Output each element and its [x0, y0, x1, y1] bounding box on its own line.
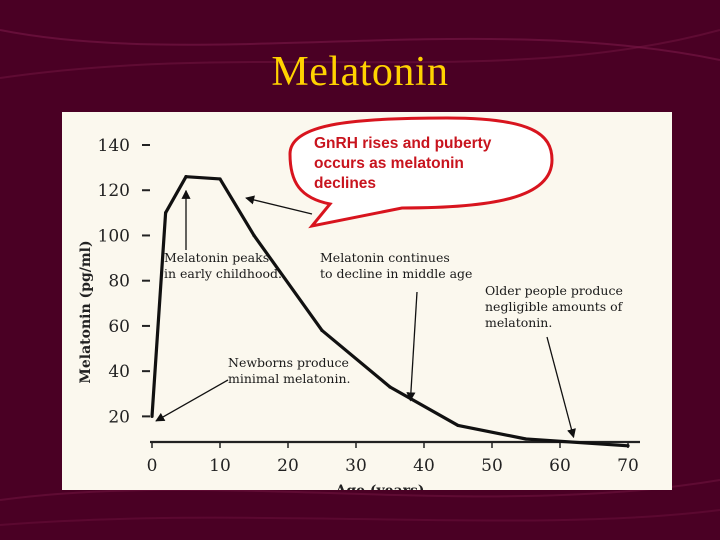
- annotation-newborn: Newborns produce minimal melatonin.: [228, 355, 351, 386]
- data-point: [320, 328, 324, 333]
- x-tick-label: 0: [147, 456, 158, 476]
- x-tick-label: 40: [413, 456, 435, 476]
- annotation-decline: Melatonin continues to decline in middle …: [320, 250, 472, 281]
- annotation-line: to decline in middle age: [320, 266, 472, 281]
- x-tick-label: 20: [277, 456, 299, 476]
- y-tick-label: 140: [98, 136, 130, 156]
- x-axis-label: Age (years): [334, 483, 424, 490]
- chart-panel: 20 40 60 80 100 120 140 0 10 20 30 40 50 60 70 Age (yea…: [62, 112, 672, 490]
- x-tick-label: 70: [617, 456, 639, 476]
- data-point: [164, 211, 168, 215]
- annotation-line: minimal melatonin.: [228, 371, 351, 386]
- data-point: [218, 177, 222, 181]
- annotation-line: negligible amounts of: [485, 299, 624, 314]
- annotation-older: Older people produce negligible amounts o…: [485, 283, 624, 330]
- data-point: [184, 175, 188, 179]
- callout-bubble: [288, 116, 554, 229]
- y-tick-label: 80: [108, 272, 130, 292]
- annotation-line: Older people produce: [485, 283, 623, 298]
- annotation-line: Newborns produce: [228, 355, 349, 370]
- annotation-arrow-decline: [406, 291, 418, 402]
- annotation-line: Melatonin continues: [320, 250, 450, 265]
- series-line: [150, 175, 629, 448]
- annotation-line: in early childhood.: [164, 266, 282, 281]
- x-tick-label: 50: [481, 456, 503, 476]
- x-tick-label: 10: [209, 456, 231, 476]
- x-tick-label: 60: [549, 456, 571, 476]
- annotation-peak: Melatonin peaks in early childhood.: [164, 250, 282, 281]
- y-tick-label: 40: [108, 362, 130, 382]
- y-tick-label: 20: [108, 407, 130, 427]
- data-point: [252, 233, 256, 238]
- melatonin-chart: 20 40 60 80 100 120 140 0 10 20 30 40 50 60 70 Age (yea…: [78, 116, 640, 490]
- y-tick-label: 120: [98, 181, 130, 201]
- callout-arrow: [245, 195, 313, 215]
- data-point: [388, 385, 392, 389]
- y-tick-label: 100: [98, 226, 130, 246]
- data-point: [456, 423, 460, 428]
- y-axis-label: Melatonin (pg/ml): [78, 240, 94, 383]
- callout-text: GnRH rises and puberty occurs as melaton…: [314, 135, 492, 192]
- data-point: [524, 437, 528, 441]
- annotation-arrow-older: [546, 336, 576, 439]
- annotation-arrow-newborn: [155, 379, 229, 422]
- annotation-line: Melatonin peaks: [164, 250, 269, 265]
- data-point: [626, 444, 630, 448]
- y-tick-label: 60: [108, 317, 130, 337]
- x-tick-label: 30: [345, 456, 367, 476]
- data-point: [150, 414, 154, 418]
- annotation-line: melatonin.: [485, 315, 552, 330]
- slide-title: Melatonin: [271, 49, 449, 95]
